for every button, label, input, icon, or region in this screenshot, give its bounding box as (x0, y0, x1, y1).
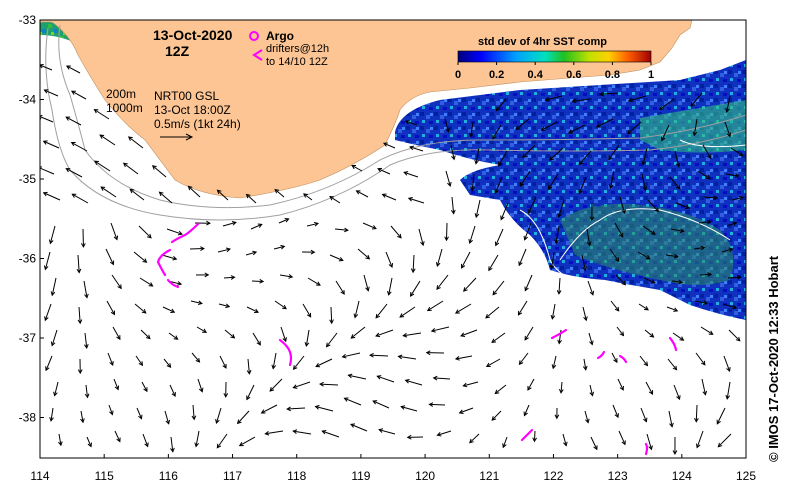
credit-text: © IMOS 17-Oct-2020 12:33 Hobart (766, 255, 781, 462)
x-tick-label: 119 (351, 469, 370, 483)
colorbar-tick-label: 0.4 (528, 69, 544, 81)
x-tick-label: 116 (159, 469, 178, 483)
x-tick-label: 125 (736, 469, 756, 483)
x-tick-label: 115 (95, 469, 114, 483)
scale-label: 0.5m/s (1kt 24h) (154, 117, 241, 131)
y-tick-label: -36 (19, 252, 37, 266)
x-tick-label: 123 (608, 469, 628, 483)
x-tick-label: 120 (415, 469, 435, 483)
y-tick-label: -35 (19, 172, 37, 186)
x-tick-label: 117 (223, 469, 242, 483)
drifter-track (646, 444, 647, 454)
colorbar-tick-label: 0.8 (605, 69, 620, 81)
y-tick-label: -33 (19, 13, 37, 27)
x-tick-label: 122 (543, 469, 563, 483)
colorbar-title: std dev of 4hr SST comp (478, 36, 607, 48)
product-line-1: NRT00 GSL (154, 89, 219, 103)
x-tick-label: 114 (30, 469, 49, 483)
map-date: 13-Oct-2020 (153, 27, 233, 43)
colorbar-tick-label: 0.6 (566, 69, 581, 81)
depth-label-1000m: 1000m (106, 101, 143, 115)
drifter-label-line2: to 14/10 12Z (266, 56, 328, 68)
y-tick-label: -38 (19, 411, 37, 425)
y-tick-label: -37 (19, 331, 37, 345)
x-tick-label: 118 (287, 469, 306, 483)
colorbar-tick-label: 1 (648, 69, 654, 81)
depth-label-200m: 200m (106, 87, 136, 101)
colorbar-scale (458, 51, 651, 62)
x-tick-label: 124 (672, 469, 692, 483)
drifter-label-line1: drifters@12h (266, 43, 329, 55)
colorbar-tick-label: 0 (455, 69, 461, 81)
argo-label: Argo (266, 29, 294, 43)
product-line-2: 13-Oct 18:00Z (154, 103, 231, 117)
y-tick-label: -34 (19, 93, 37, 107)
x-tick-label: 121 (479, 469, 499, 483)
colorbar-tick-label: 0.2 (489, 69, 504, 81)
map-time: 12Z (165, 43, 190, 59)
